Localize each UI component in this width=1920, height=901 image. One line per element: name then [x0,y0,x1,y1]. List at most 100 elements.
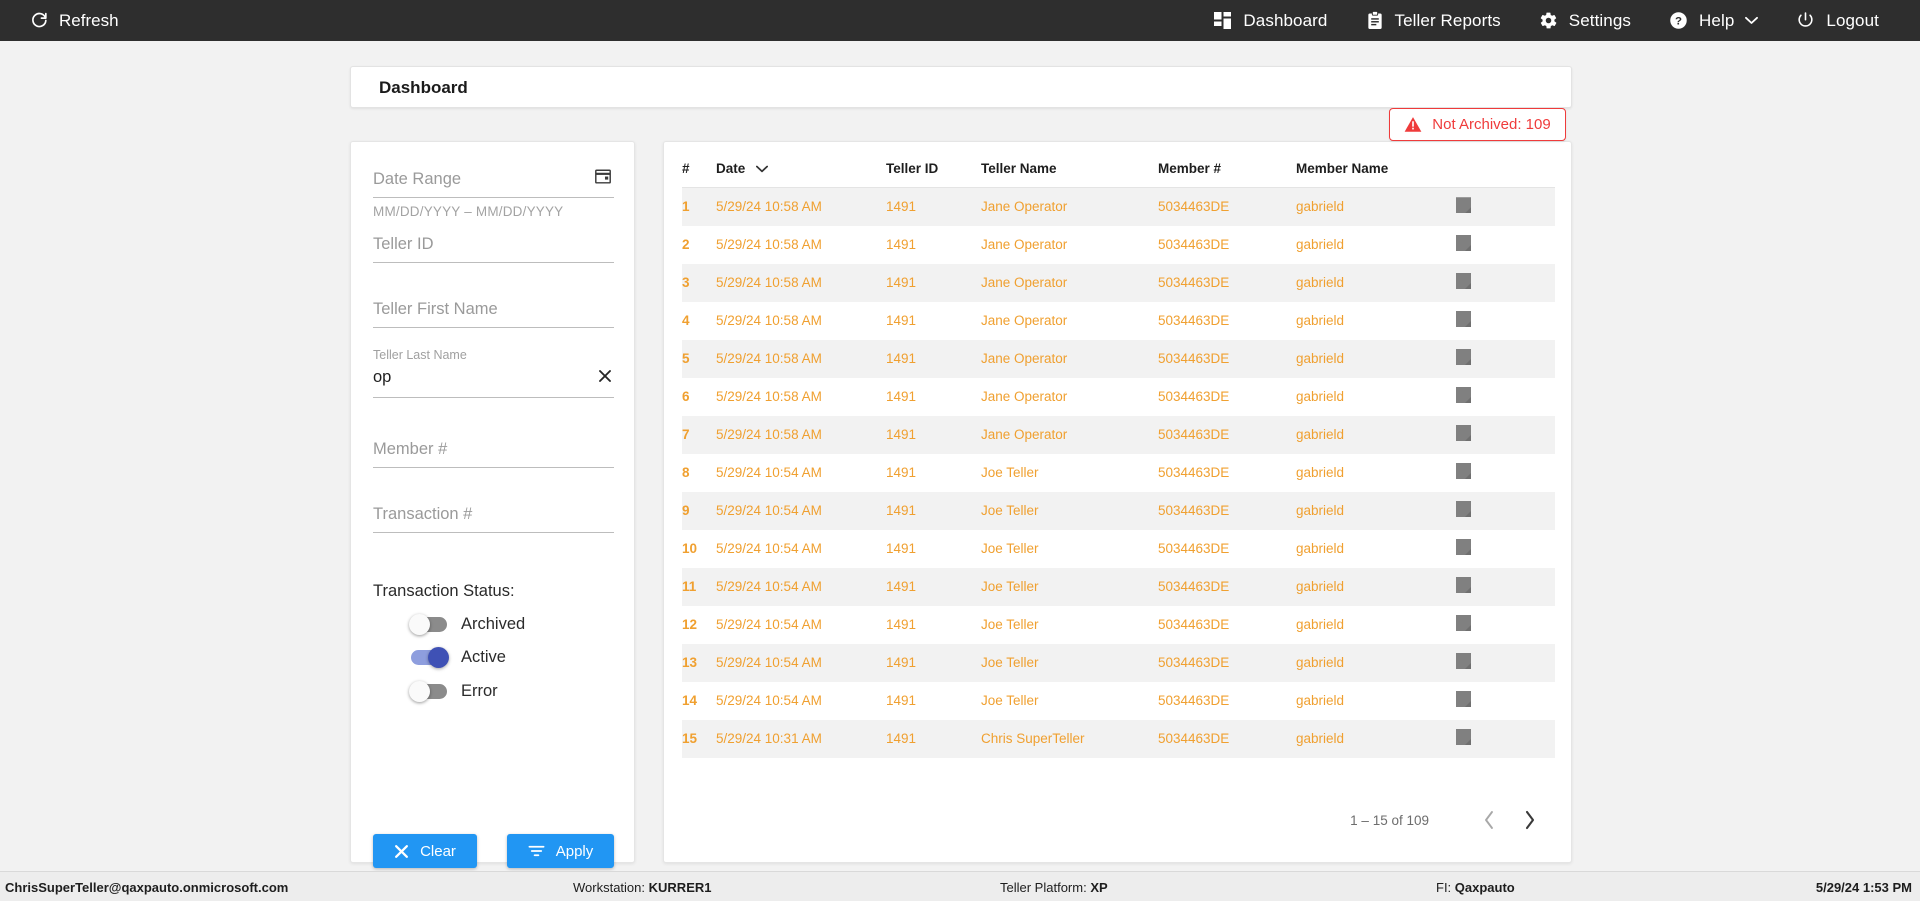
note-icon[interactable] [1456,349,1471,365]
table-row[interactable]: 2 5/29/24 10:58 AM 1491 Jane Operator 503446… [682,225,1555,264]
teller-id-field[interactable]: Teller ID [373,235,614,263]
toggle-error[interactable]: Error [409,681,498,702]
cell-note[interactable] [1456,568,1555,606]
table-row[interactable]: 7 5/29/24 10:58 AM 1491 Jane Operator 503446… [682,415,1555,454]
cell-index: 2 [682,237,690,252]
pagination-previous-button[interactable] [1469,800,1509,840]
not-archived-badge[interactable]: Not Archived: 109 [1389,108,1566,141]
active-switch[interactable] [411,647,449,668]
note-icon[interactable] [1456,463,1471,479]
table-row[interactable]: 3 5/29/24 10:58 AM 1491 Jane Operator 503446… [682,263,1555,302]
cell-note[interactable] [1456,226,1555,264]
clipboard-icon [1366,11,1384,30]
column-header-teller-name[interactable]: Teller Name [981,154,1158,188]
column-header-date[interactable]: Date [716,154,886,188]
cell-note[interactable] [1456,302,1555,340]
cell-note[interactable] [1456,492,1555,530]
cell-note[interactable] [1456,454,1555,492]
nav-item-settings[interactable]: Settings [1520,0,1650,41]
nav-label-teller-reports: Teller Reports [1394,10,1501,30]
table-row[interactable]: 11 5/29/24 10:54 AM 1491 Joe Teller 5034463D… [682,567,1555,606]
cell-note[interactable] [1456,188,1555,226]
note-icon[interactable] [1456,577,1471,593]
chevron-down-icon [1745,16,1759,25]
archived-switch[interactable] [409,614,447,635]
close-x-icon[interactable] [596,367,614,385]
active-label: Active [461,648,506,666]
nav-label-dashboard: Dashboard [1243,10,1328,30]
column-header-teller-id[interactable]: Teller ID [886,154,981,188]
table-row[interactable]: 8 5/29/24 10:54 AM 1491 Joe Teller 5034463DE… [682,453,1555,492]
cell-teller-id: 1491 [886,389,917,404]
table-row[interactable]: 10 5/29/24 10:54 AM 1491 Joe Teller 5034463D… [682,529,1555,568]
note-icon[interactable] [1456,311,1471,327]
cell-date: 5/29/24 10:54 AM [716,693,822,708]
note-icon[interactable] [1456,653,1471,669]
column-header-index[interactable]: # [682,154,716,188]
cell-member-number: 5034463DE [1158,237,1230,252]
cell-note[interactable] [1456,264,1555,302]
column-header-member-number[interactable]: Member # [1158,154,1296,188]
cell-note[interactable] [1456,644,1555,682]
teller-first-name-field[interactable]: Teller First Name [373,300,614,328]
nav-item-dashboard[interactable]: Dashboard [1195,0,1346,41]
toggle-active[interactable]: Active [411,647,506,668]
note-icon[interactable] [1456,197,1471,214]
column-header-member-name[interactable]: Member Name [1296,154,1456,188]
note-icon[interactable] [1456,273,1471,289]
calendar-icon[interactable] [594,167,614,187]
transaction-number-field[interactable]: Transaction # [373,505,614,533]
cell-date: 5/29/24 10:54 AM [716,655,822,670]
cell-note[interactable] [1456,378,1555,416]
note-icon[interactable] [1456,425,1471,441]
table-row[interactable]: 12 5/29/24 10:54 AM 1491 Joe Teller 5034463D… [682,605,1555,644]
note-icon[interactable] [1456,539,1471,555]
nav-item-logout[interactable]: Logout [1777,0,1898,41]
note-icon[interactable] [1456,691,1471,707]
footer-timestamp: 5/29/24 1:53 PM [1815,880,1912,895]
member-number-underline [373,467,614,468]
toggle-archived[interactable]: Archived [409,614,526,635]
footer-workstation: Workstation: KURRER1 [573,880,711,895]
table-row[interactable]: 15 5/29/24 10:31 AM 1491 Chris SuperTeller 5… [682,719,1555,758]
top-nav-items: Dashboard Teller Reports Settings [1195,0,1920,41]
cell-note[interactable] [1456,606,1555,644]
date-range-field[interactable]: Date Range [373,167,614,198]
note-icon[interactable] [1456,387,1471,403]
note-icon[interactable] [1456,235,1471,251]
table-row[interactable]: 13 5/29/24 10:54 AM 1491 Joe Teller 5034463D… [682,643,1555,682]
pagination-next-button[interactable] [1509,800,1549,840]
cell-index: 10 [682,541,698,556]
note-icon[interactable] [1456,501,1471,517]
question-circle-icon: ? [1669,11,1688,30]
note-icon[interactable] [1456,729,1471,745]
member-number-field[interactable]: Member # [373,440,614,468]
cell-date: 5/29/24 10:54 AM [716,465,822,480]
cell-date: 5/29/24 10:54 AM [716,617,822,632]
nav-item-teller-reports[interactable]: Teller Reports [1347,0,1520,41]
cell-note[interactable] [1456,530,1555,568]
teller-last-name-field[interactable]: Teller Last Name op [373,348,614,398]
table-row[interactable]: 9 5/29/24 10:54 AM 1491 Joe Teller 5034463DE… [682,491,1555,530]
cell-note[interactable] [1456,340,1555,378]
teller-last-name-value[interactable]: op [373,368,392,386]
nav-item-help[interactable]: ? Help [1650,0,1777,41]
note-icon[interactable] [1456,615,1471,631]
refresh-button[interactable]: Refresh [30,11,119,31]
table-row[interactable]: 1 5/29/24 10:58 AM 1491 Jane Operator 503446… [682,187,1555,226]
footer-workstation-value: KURRER1 [648,880,712,895]
table-row[interactable]: 6 5/29/24 10:58 AM 1491 Jane Operator 503446… [682,377,1555,416]
apply-button[interactable]: Apply [507,834,614,868]
cell-note[interactable] [1456,720,1555,758]
cell-member-number: 5034463DE [1158,617,1230,632]
error-switch[interactable] [409,681,447,702]
clear-button[interactable]: Clear [373,834,477,868]
table-row[interactable]: 14 5/29/24 10:54 AM 1491 Joe Teller 5034463D… [682,681,1555,720]
cell-note[interactable] [1456,682,1555,720]
archived-label: Archived [461,615,526,633]
table-row[interactable]: 4 5/29/24 10:58 AM 1491 Jane Operator 503446… [682,301,1555,340]
cell-teller-id: 1491 [886,275,917,290]
table-row[interactable]: 5 5/29/24 10:58 AM 1491 Jane Operator 503446… [682,339,1555,378]
cell-note[interactable] [1456,416,1555,454]
cell-teller-name: Joe Teller [981,465,1039,480]
